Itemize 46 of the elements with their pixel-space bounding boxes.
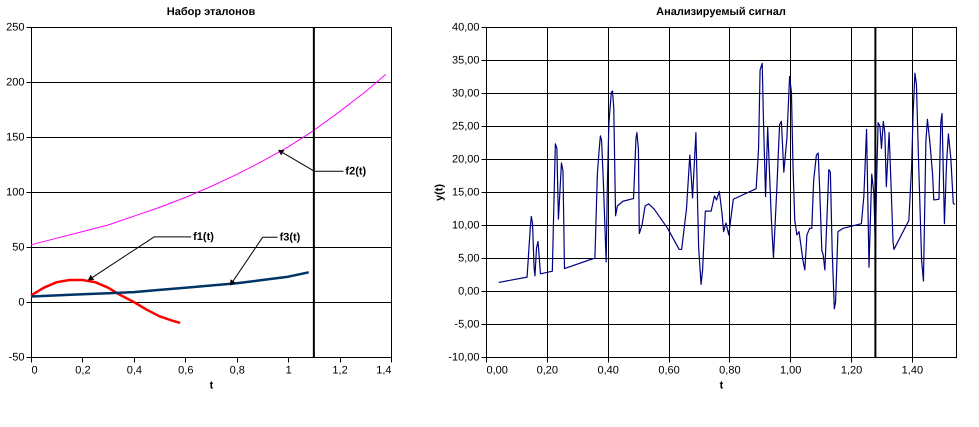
line-series bbox=[30, 271, 310, 298]
x-tick-label: 1,00 bbox=[780, 364, 802, 376]
x-tick-label: 0,80 bbox=[719, 364, 741, 376]
line-series bbox=[30, 278, 182, 324]
y-tick-label: 200 bbox=[6, 76, 24, 88]
x-tick-label: 1,20 bbox=[840, 364, 862, 376]
y-axis-title: y(t) bbox=[433, 184, 446, 202]
y-tick-label: 50 bbox=[12, 242, 24, 254]
x-tick-label: 0,4 bbox=[126, 364, 142, 376]
x-tick-label: 0,40 bbox=[597, 364, 619, 376]
annotation: f3(t) bbox=[280, 231, 301, 244]
y-tick-label: 0 bbox=[18, 296, 24, 308]
y-tick-label: 5,00 bbox=[458, 252, 480, 264]
x-tick-label: 0,00 bbox=[486, 364, 508, 376]
y-tick-label: 100 bbox=[6, 186, 24, 198]
y-tick-label: 30,00 bbox=[452, 88, 480, 100]
chart-title: Набор эталонов bbox=[166, 6, 256, 18]
y-tick-label: 20,00 bbox=[452, 154, 480, 166]
chart-title: Анализируемый сигнал bbox=[656, 6, 786, 18]
x-axis-title: t bbox=[720, 380, 724, 392]
y-tick-label: 25,00 bbox=[452, 120, 480, 132]
y-tick-label: 250 bbox=[6, 22, 24, 34]
x-tick-label: 1 bbox=[286, 364, 292, 376]
y-tick-label: -10,00 bbox=[448, 352, 480, 364]
x-tick-label: 0,20 bbox=[536, 364, 558, 376]
y-tick-label: 150 bbox=[6, 132, 24, 144]
annotation: f2(t) bbox=[345, 165, 367, 178]
y-tick-label: -50 bbox=[8, 352, 24, 364]
line-series bbox=[498, 62, 956, 310]
y-tick-label: -5,00 bbox=[454, 318, 480, 330]
y-tick-label: 10,00 bbox=[452, 220, 480, 232]
line-series bbox=[30, 74, 386, 246]
y-tick-label: 35,00 bbox=[452, 54, 480, 66]
y-tick-label: 40,00 bbox=[452, 22, 480, 34]
x-tick-label: 0,60 bbox=[658, 364, 680, 376]
x-axis-title: t bbox=[210, 380, 214, 392]
y-tick-label: 0,00 bbox=[458, 286, 480, 298]
x-tick-label: 0,8 bbox=[230, 364, 245, 376]
x-tick-label: 1,4 bbox=[376, 364, 392, 376]
x-tick-label: 0 bbox=[32, 364, 38, 376]
x-tick-label: 1,40 bbox=[902, 364, 924, 376]
x-tick-label: 0,6 bbox=[178, 364, 194, 376]
annotation: f1(t) bbox=[193, 230, 214, 243]
x-tick-label: 1,2 bbox=[332, 364, 348, 376]
y-tick-label: 15,00 bbox=[452, 186, 480, 198]
x-tick-label: 0,2 bbox=[75, 364, 91, 376]
